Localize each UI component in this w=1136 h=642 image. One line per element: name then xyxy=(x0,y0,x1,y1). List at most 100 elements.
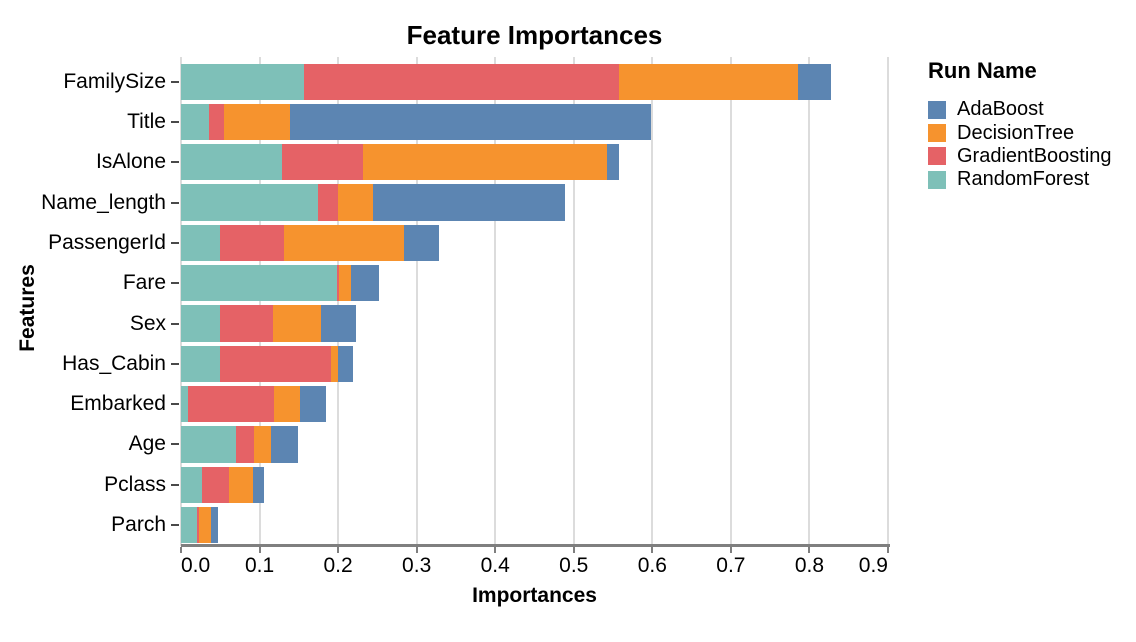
y-axis-label: Age xyxy=(128,432,166,456)
bar-segment-gradientboosting xyxy=(209,103,225,141)
legend-swatch xyxy=(928,147,946,166)
bar-segment-randomforest xyxy=(181,506,197,544)
x-tick-mark xyxy=(337,547,340,553)
bar-segment-randomforest xyxy=(181,63,304,100)
legend-item-adaboost: AdaBoost xyxy=(928,98,1128,121)
y-tick-mark xyxy=(171,443,179,446)
legend-item-gradientboosting: GradientBoosting xyxy=(928,145,1128,168)
y-tick-mark xyxy=(171,201,179,204)
plot-area xyxy=(180,57,889,546)
y-tick-mark xyxy=(171,282,179,285)
x-tick-mark xyxy=(887,547,889,553)
y-tick-mark xyxy=(171,121,179,123)
bar-segment-gradientboosting xyxy=(336,265,339,302)
legend-swatch xyxy=(928,100,946,119)
y-tick-mark xyxy=(171,524,179,526)
legend-swatch xyxy=(928,170,946,189)
bar-segment-decisiontree xyxy=(199,506,211,544)
x-tick-mark xyxy=(180,547,182,553)
x-axis-label: 0.7 xyxy=(716,554,746,577)
y-axis-label: PassengerId xyxy=(48,230,166,254)
x-tick-mark xyxy=(651,547,654,553)
gridline xyxy=(887,57,889,546)
y-axis-label: Pclass xyxy=(104,472,166,496)
x-axis-label: 0.9 xyxy=(858,554,888,577)
x-axis-label: 0.6 xyxy=(637,554,667,577)
bar-segment-decisiontree xyxy=(274,385,300,423)
x-tick-mark xyxy=(729,547,732,553)
bar-segment-adaboost xyxy=(373,184,566,221)
bar-segment-adaboost xyxy=(350,265,379,302)
y-axis-label: Parch xyxy=(111,513,166,536)
bar-segment-gradientboosting xyxy=(220,224,284,262)
bar-segment-gradientboosting xyxy=(235,426,255,463)
legend-item-decisiontree: DecisionTree xyxy=(928,121,1128,144)
legend: Run Name AdaBoost DecisionTree GradientBoo… xyxy=(928,58,1128,192)
bar-segment-gradientboosting xyxy=(196,506,200,544)
y-axis-label: Fare xyxy=(122,271,166,295)
x-axis-label: 0.2 xyxy=(323,554,353,577)
x-axis-label: 0.8 xyxy=(794,554,825,577)
y-axis-label: FamilySize xyxy=(63,69,166,93)
y-axis-label: Title xyxy=(127,110,166,133)
bar-segment-gradientboosting xyxy=(281,144,364,181)
bar-segment-adaboost xyxy=(290,103,651,141)
bar-segment-adaboost xyxy=(270,426,299,463)
bar-segment-gradientboosting xyxy=(202,466,229,503)
y-axis-label: Has_Cabin xyxy=(62,351,166,375)
y-tick-mark xyxy=(171,483,179,486)
legend-label: AdaBoost xyxy=(957,98,1044,121)
bar-segment-randomforest xyxy=(181,345,221,382)
bar-segment-randomforest xyxy=(181,184,319,221)
bar-row-sex xyxy=(181,305,888,342)
legend-label: RandomForest xyxy=(957,168,1090,191)
bar-row-name_length xyxy=(181,184,888,221)
bar-segment-gradientboosting xyxy=(220,305,273,342)
bar-segment-randomforest xyxy=(181,385,189,423)
bar-segment-adaboost xyxy=(320,305,357,342)
x-axis-title: Importances xyxy=(472,584,597,607)
x-axis-line xyxy=(181,544,890,547)
bar-segment-randomforest xyxy=(181,466,203,503)
bar-segment-adaboost xyxy=(253,466,265,503)
bar-row-embarked xyxy=(181,385,888,423)
y-tick-mark xyxy=(171,80,179,83)
bar-row-pclass xyxy=(181,466,888,503)
x-axis-label: 0.4 xyxy=(480,554,510,577)
bar-segment-decisiontree xyxy=(272,305,321,342)
y-tick-mark xyxy=(171,322,179,325)
bar-segment-decisiontree xyxy=(254,426,271,463)
x-axis-label: 0.3 xyxy=(402,554,432,577)
bar-segment-adaboost xyxy=(798,63,831,100)
bar-segment-decisiontree xyxy=(228,466,254,503)
bar-segment-adaboost xyxy=(210,506,218,544)
bar-segment-adaboost xyxy=(338,345,354,382)
x-tick-mark xyxy=(258,547,261,553)
chart-title: Feature Importances xyxy=(406,20,663,50)
legend-label: DecisionTree xyxy=(957,121,1075,144)
y-tick-mark xyxy=(171,241,179,244)
gridline xyxy=(494,57,497,546)
bar-row-parch xyxy=(181,506,888,544)
x-tick-mark xyxy=(808,547,811,553)
y-tick-mark xyxy=(171,362,179,365)
y-axis-label: Embarked xyxy=(70,392,166,416)
bar-row-age xyxy=(181,426,888,463)
y-axis-label: Name_length xyxy=(41,190,166,214)
x-tick-mark xyxy=(572,547,575,553)
gridline xyxy=(651,57,654,546)
bar-segment-adaboost xyxy=(404,224,440,262)
bar-segment-randomforest xyxy=(181,426,236,463)
bar-row-has_cabin xyxy=(181,345,888,382)
bar-row-title xyxy=(181,103,888,141)
bar-segment-decisiontree xyxy=(283,224,405,262)
bar-segment-randomforest xyxy=(181,103,210,141)
bar-segment-randomforest xyxy=(181,305,221,342)
bar-segment-gradientboosting xyxy=(318,184,339,221)
y-tick-mark xyxy=(171,403,179,406)
gridline xyxy=(337,57,340,546)
gridline xyxy=(180,57,182,546)
bar-segment-decisiontree xyxy=(363,144,607,181)
legend-title: Run Name xyxy=(928,58,1037,83)
gridline xyxy=(808,57,811,546)
